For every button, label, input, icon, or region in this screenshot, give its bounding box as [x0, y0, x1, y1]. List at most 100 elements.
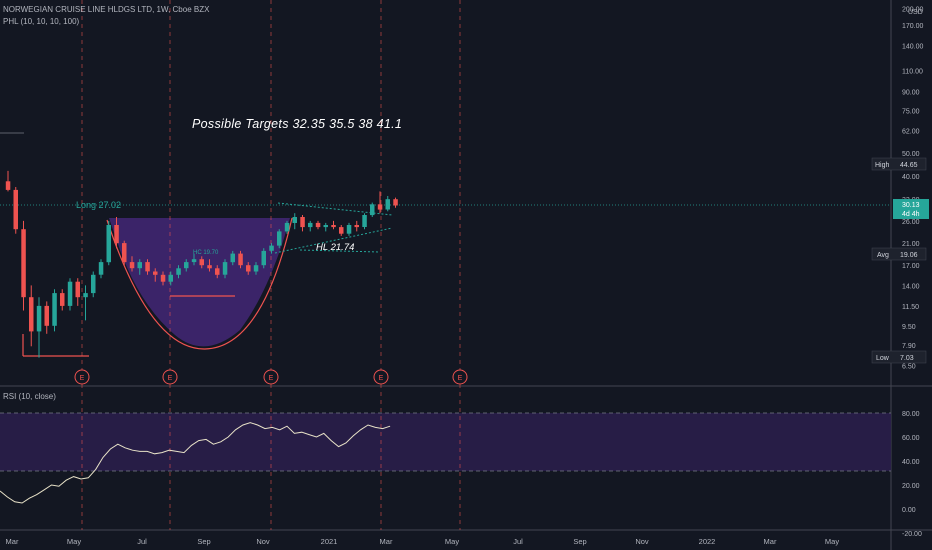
rsi-label: RSI (10, close): [3, 392, 56, 401]
avg-badge: Avg 19.06: [871, 247, 927, 261]
candle: [385, 196, 390, 212]
svg-text:Avg: Avg: [877, 252, 889, 259]
earnings-marker[interactable]: E: [373, 0, 389, 530]
time-axis-label: Sep: [197, 537, 210, 546]
candle: [122, 240, 127, 266]
time-axis-label: Mar: [380, 537, 393, 546]
time-axis-label: May: [67, 537, 81, 546]
candle: [339, 225, 344, 236]
candle: [354, 220, 359, 232]
price-tick-label: 17.00: [902, 263, 920, 270]
price-tick-label: 90.00: [902, 90, 920, 97]
time-axis-label: Mar: [6, 537, 19, 546]
candle: [230, 250, 235, 266]
candle: [323, 222, 328, 232]
price-tick-label: 9.50: [902, 324, 916, 331]
rsi-tick-label: 40.00: [902, 459, 920, 466]
price-tick-label: 14.00: [902, 283, 920, 290]
hc-label: HC 19.70: [193, 250, 219, 256]
candle: [176, 265, 181, 279]
candle: [67, 278, 73, 311]
candle: [83, 285, 88, 321]
time-axis-label: Nov: [635, 537, 649, 546]
candle: [5, 170, 11, 192]
rsi-tick-label: 60.00: [902, 435, 920, 442]
rsi-tick-label: 0.00: [902, 507, 916, 514]
low-badge: Low 7.03: [871, 350, 927, 364]
svg-text:High: High: [875, 162, 890, 169]
cup-pattern: [109, 218, 290, 347]
candle: [91, 271, 96, 298]
price-tick-label: 140.00: [902, 44, 924, 51]
price-tick-label: 110.00: [902, 69, 923, 76]
svg-text:E: E: [458, 375, 463, 382]
candle: [315, 220, 321, 230]
svg-text:7.03: 7.03: [900, 355, 914, 362]
price-tick-label: 6.50: [902, 363, 916, 370]
candle: [36, 297, 42, 358]
price-tick-label: 200.00: [902, 6, 924, 13]
time-axis-label: Jul: [513, 537, 523, 546]
time-axis-label: Nov: [256, 537, 270, 546]
svg-text:E: E: [269, 375, 274, 382]
candle: [98, 259, 104, 279]
earnings-marker[interactable]: E: [452, 0, 468, 530]
candle: [277, 229, 282, 249]
time-axis-label: May: [825, 537, 839, 546]
svg-text:30.13: 30.13: [902, 202, 920, 209]
time-axis-label: 2022: [699, 537, 716, 546]
price-tick-label: 50.00: [902, 151, 920, 158]
candle: [75, 278, 80, 306]
candle: [52, 289, 57, 332]
high-badge: High 44.65: [871, 157, 927, 171]
earnings-marker[interactable]: E: [74, 0, 90, 530]
svg-text:44.65: 44.65: [900, 162, 918, 169]
candle: [370, 202, 375, 217]
candle: [253, 262, 259, 275]
candle: [106, 220, 111, 266]
earnings-marker[interactable]: E: [263, 0, 279, 530]
candle: [222, 259, 228, 279]
rsi-tick-label: -20.00: [902, 531, 922, 538]
hl-line: [299, 249, 381, 253]
candle: [29, 285, 34, 347]
price-tick-label: 170.00: [902, 23, 924, 30]
svg-text:E: E: [379, 375, 384, 382]
price-tick-label: 75.00: [902, 109, 920, 116]
price-tick-label: 7.90: [902, 343, 916, 350]
indicator-line: PHL (10, 10, 10, 100): [3, 17, 80, 26]
price-tick-label: 26.00: [902, 219, 920, 226]
candle: [153, 268, 158, 282]
rsi-line: [0, 422, 391, 504]
possible-targets-text: Possible Targets 32.35 35.5 38 41.1: [192, 117, 403, 131]
candle: [346, 222, 352, 236]
price-tick-label: 62.00: [902, 128, 920, 135]
time-axis-label: Mar: [764, 537, 777, 546]
candle: [269, 243, 274, 254]
candle: [114, 217, 119, 249]
cup-curve: [106, 217, 293, 350]
svg-text:Low: Low: [876, 355, 890, 362]
candle: [238, 250, 243, 269]
candle: [21, 220, 26, 311]
candle: [292, 213, 297, 230]
price-tick-label: 11.50: [902, 304, 919, 311]
candle: [207, 259, 212, 272]
svg-text:E: E: [80, 375, 85, 382]
candle: [300, 215, 305, 232]
candle: [246, 262, 251, 275]
hl-label: HL 21.74: [316, 242, 354, 253]
last-price-badge: 30.13 4d 4h: [893, 199, 929, 219]
candle: [184, 259, 189, 272]
earnings-marker[interactable]: E: [162, 0, 178, 530]
candle: [362, 213, 367, 230]
candle: [284, 220, 290, 234]
svg-text:E: E: [168, 375, 173, 382]
candle: [160, 271, 166, 286]
symbol-line: NORWEGIAN CRUISE LINE HLDGS LTD, 1W, Cbo…: [3, 5, 210, 14]
candle: [191, 253, 197, 266]
candle: [13, 187, 18, 234]
time-axis-label: May: [445, 537, 459, 546]
time-axis-label: 2021: [321, 537, 338, 546]
